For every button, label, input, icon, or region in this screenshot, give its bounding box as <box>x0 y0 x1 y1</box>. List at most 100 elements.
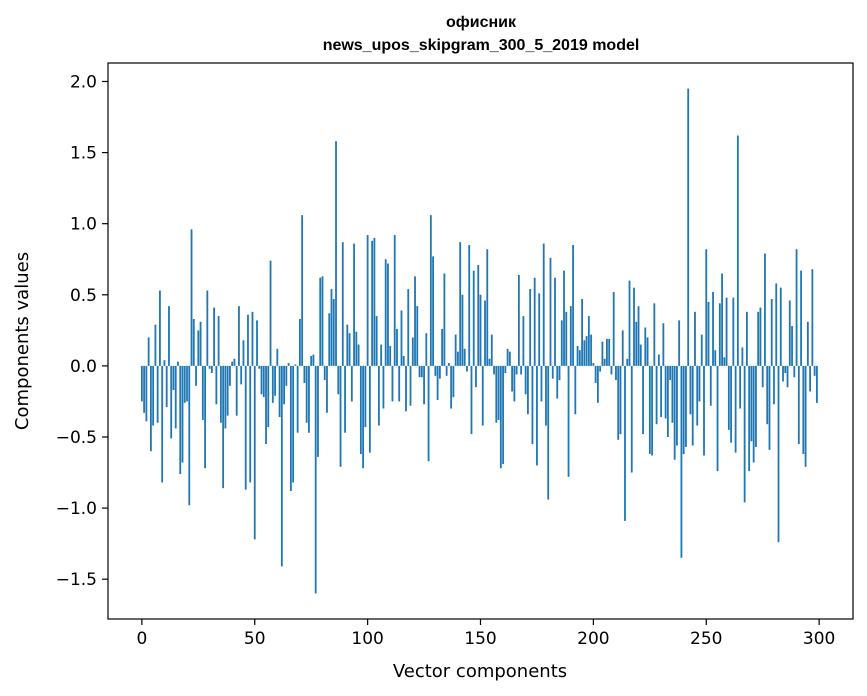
bar-209 <box>612 291 615 366</box>
bar-142 <box>461 294 464 366</box>
bar-298 <box>813 365 816 376</box>
bar-232 <box>664 365 667 419</box>
bar-61 <box>278 365 281 418</box>
bar-0 <box>140 365 143 402</box>
bar-107 <box>382 365 385 409</box>
bar-282 <box>777 365 780 543</box>
bar-30 <box>208 365 211 369</box>
bar-262 <box>732 297 735 366</box>
bar-6 <box>154 324 157 366</box>
bar-201 <box>594 365 597 383</box>
bar-22 <box>190 229 193 366</box>
bar-127 <box>427 365 430 462</box>
bar-118 <box>407 289 410 366</box>
bar-65 <box>287 363 290 366</box>
bar-5 <box>152 365 155 426</box>
bar-171 <box>527 365 529 415</box>
bar-141 <box>459 242 462 366</box>
bar-185 <box>558 365 561 381</box>
bar-255 <box>716 365 719 472</box>
bar-98 <box>362 365 365 469</box>
bar-38 <box>226 365 229 416</box>
bar-3 <box>147 337 150 366</box>
bar-202 <box>596 365 599 403</box>
bar-184 <box>556 365 559 399</box>
chart-subtitle: news_upos_skipgram_300_5_2019 model <box>323 37 640 54</box>
bar-49 <box>251 311 254 366</box>
bar-136 <box>447 363 450 366</box>
bar-85 <box>332 299 335 366</box>
bar-192 <box>574 365 577 415</box>
bar-14 <box>172 365 175 391</box>
bar-113 <box>396 328 398 366</box>
bar-117 <box>405 365 407 412</box>
bar-116 <box>402 355 405 366</box>
bar-214 <box>624 365 626 521</box>
bar-135 <box>445 365 448 376</box>
bar-258 <box>723 357 726 366</box>
bar-95 <box>355 331 358 366</box>
bar-278 <box>768 365 771 450</box>
bar-108 <box>384 259 387 366</box>
bar-180 <box>547 365 550 500</box>
bar-269 <box>748 365 751 472</box>
bar-20 <box>186 365 188 402</box>
bar-28 <box>204 365 206 469</box>
bar-147 <box>472 270 475 366</box>
bar-42 <box>235 365 238 416</box>
chart-title: офисник <box>446 14 517 31</box>
bar-155 <box>490 334 493 366</box>
bar-47 <box>247 314 249 366</box>
bar-189 <box>567 365 570 477</box>
bar-130 <box>434 365 437 376</box>
y-tick-label: 0.5 <box>70 286 97 306</box>
bar-45 <box>242 340 245 366</box>
bar-268 <box>745 311 748 366</box>
bar-276 <box>764 253 766 366</box>
bar-226 <box>651 365 653 456</box>
x-axis-ticks: 0 50 100 150 200 250 300 <box>136 619 835 649</box>
x-tick-label: 200 <box>577 629 609 649</box>
bar-179 <box>545 365 547 426</box>
bar-90 <box>344 365 346 433</box>
x-tick-label: 300 <box>803 629 835 649</box>
bar-122 <box>416 306 419 366</box>
bar-55 <box>265 365 267 445</box>
bar-109 <box>387 263 389 366</box>
bar-271 <box>752 365 755 463</box>
bar-131 <box>436 365 439 401</box>
bar-144 <box>466 365 468 372</box>
bar-54 <box>262 365 265 398</box>
bar-266 <box>741 347 744 366</box>
bar-217 <box>630 365 633 473</box>
bar-1 <box>143 365 146 413</box>
bar-210 <box>615 365 617 381</box>
bar-143 <box>463 348 466 366</box>
bar-99 <box>364 365 367 428</box>
bar-74 <box>308 365 310 433</box>
bar-21 <box>188 365 191 506</box>
bar-156 <box>493 365 495 375</box>
bar-39 <box>229 365 231 386</box>
x-tick-label: 50 <box>244 629 266 649</box>
bar-279 <box>770 299 773 366</box>
bar-293 <box>802 365 805 455</box>
bar-247 <box>698 365 701 402</box>
bar-63 <box>283 365 285 405</box>
y-tick-label: 1.5 <box>70 144 97 164</box>
bar-218 <box>633 287 635 366</box>
x-axis-label: Vector components <box>393 661 567 682</box>
bar-252 <box>709 365 712 406</box>
bar-158 <box>497 365 500 420</box>
bar-62 <box>280 365 283 567</box>
bar-236 <box>673 365 676 460</box>
bar-234 <box>669 365 672 381</box>
bar-34 <box>217 316 220 366</box>
bar-129 <box>432 256 434 366</box>
bar-212 <box>619 365 622 435</box>
bar-222 <box>642 365 644 435</box>
bar-86 <box>335 141 337 366</box>
bar-182 <box>551 365 554 379</box>
bar-257 <box>721 273 723 366</box>
bar-233 <box>666 365 669 437</box>
